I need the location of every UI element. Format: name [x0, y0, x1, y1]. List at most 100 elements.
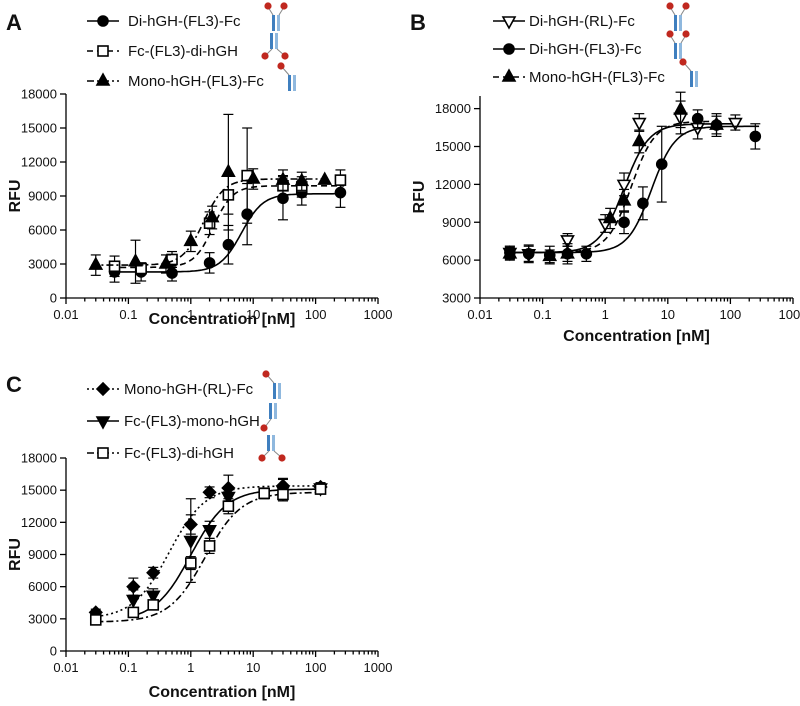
x-tick-label: 0.1 — [534, 307, 552, 322]
data-point — [221, 491, 236, 506]
data-point — [158, 255, 174, 269]
legend-entry: Di-hGH-(FL3)-Fc — [493, 30, 690, 59]
data-point — [221, 163, 236, 177]
hgh-bead — [260, 424, 268, 432]
fc-chain-left — [269, 403, 272, 419]
series-mono-hgh-fl3-fc — [502, 91, 724, 264]
data-point — [560, 235, 575, 249]
legend-label: Di-hGH-(FL3)-Fc — [128, 13, 241, 30]
hgh-bead — [258, 454, 266, 462]
data-point — [616, 192, 632, 206]
fit-curve — [91, 178, 329, 266]
molecule-schematic-icon — [261, 33, 289, 60]
legend-marker — [95, 416, 111, 430]
x-tick-label: 1000 — [364, 307, 393, 322]
legend-marker — [95, 381, 111, 397]
legend-entry: Di-hGH-(RL)-Fc — [493, 2, 690, 31]
y-tick-label: 6000 — [28, 579, 57, 594]
x-axis-title: Concentration [nM] — [149, 311, 296, 328]
fc-chain-left — [273, 383, 276, 399]
data-point — [616, 179, 632, 194]
legend-label: Fc-(FL3)-mono-hGH — [124, 413, 260, 430]
molecule-schematic-icon — [262, 370, 281, 399]
x-tick-label: 0.1 — [119, 307, 137, 322]
fc-chain-right — [679, 43, 682, 59]
data-point — [294, 172, 310, 187]
molecule-schematic-icon — [260, 403, 277, 432]
fit-curve — [505, 125, 760, 254]
x-tick-label: 1000 — [364, 660, 393, 675]
fc-chain-right — [272, 435, 275, 451]
legend-label: Mono-hGH-(FL3)-Fc — [529, 69, 665, 86]
y-tick-label: 3000 — [28, 611, 57, 626]
x-tick-label: 1 — [187, 307, 194, 322]
legend-marker — [501, 16, 517, 30]
series-mono-hgh-fl3-fc — [88, 113, 333, 284]
x-tick-label: 1000 — [779, 307, 800, 322]
fc-chain-right — [274, 403, 277, 419]
y-axis-title: RFU — [7, 180, 24, 213]
data-point — [637, 197, 649, 210]
y-tick-label: 6000 — [28, 223, 57, 238]
legend-entry: Di-hGH-(FL3)-Fc — [87, 2, 288, 31]
molecule-schematic-icon — [277, 62, 296, 91]
data-point — [128, 253, 143, 267]
legend-label: Mono-hGH-(RL)-Fc — [124, 381, 254, 398]
panel-b: B 3000 6000 9000 12000 15000 18000 0.01 0.1 1 10 10… — [410, 2, 800, 345]
y-tick-label: 6000 — [442, 253, 471, 268]
data-point — [222, 500, 235, 513]
hgh-bead — [666, 2, 674, 10]
hgh-bead — [277, 62, 285, 70]
legend-entry: Mono-hGH-(FL3)-Fc — [87, 62, 296, 91]
fit-curve — [505, 120, 721, 254]
data-point — [245, 170, 261, 184]
legend-label: Fc-(FL3)-di-hGH — [124, 445, 234, 462]
hgh-bead — [262, 370, 270, 378]
y-tick-label: 18000 — [435, 101, 471, 116]
fit-curve — [91, 485, 325, 618]
x-tick-label: 100 — [305, 307, 327, 322]
panel-label: A — [6, 10, 22, 35]
y-tick-label: 0 — [50, 644, 57, 659]
legend-marker — [503, 43, 515, 55]
fc-chain-left — [270, 33, 273, 49]
data-point — [334, 174, 347, 186]
axes — [474, 96, 794, 304]
x-tick-label: 0.01 — [467, 307, 492, 322]
data-point — [88, 256, 104, 270]
y-axis-title: RFU — [411, 181, 428, 214]
fc-chain-left — [272, 15, 275, 31]
series-fc-fl3-di-hgh — [89, 483, 327, 626]
data-point — [222, 238, 235, 251]
y-tick-label: 3000 — [28, 257, 57, 272]
axes — [60, 457, 379, 657]
panel-a: A 0 3000 6000 9000 12000 15000 18000 0.01 0.1 1 10 1… — [6, 2, 392, 328]
data-point — [709, 116, 724, 130]
legend-marker — [95, 72, 111, 86]
y-tick-label: 9000 — [28, 189, 57, 204]
x-axis-title: Concentration [nM] — [149, 684, 296, 701]
hgh-bead — [682, 30, 690, 38]
legend-marker — [97, 447, 109, 459]
molecule-schematic-icon — [679, 58, 698, 87]
x-axis-title: Concentration [nM] — [563, 328, 710, 345]
data-point — [202, 525, 217, 539]
y-tick-label: 3000 — [442, 291, 471, 306]
data-point — [275, 171, 291, 185]
legend-entry: Fc-(FL3)-di-hGH — [87, 33, 289, 60]
series-di-hgh-fl3-fc — [504, 109, 762, 265]
legend-marker — [97, 15, 109, 27]
legend-label: Fc-(FL3)-di-hGH — [128, 43, 238, 60]
y-tick-label: 15000 — [435, 139, 471, 154]
data-point — [203, 257, 216, 269]
data-point — [125, 594, 141, 609]
fc-chain-left — [674, 43, 677, 59]
legend-label: Mono-hGH-(FL3)-Fc — [128, 73, 264, 90]
data-point — [185, 557, 197, 569]
axes — [60, 93, 379, 304]
data-point — [314, 483, 327, 495]
fc-chain-right — [679, 15, 682, 31]
data-point — [655, 158, 668, 170]
x-tick-label: 0.01 — [53, 307, 78, 322]
